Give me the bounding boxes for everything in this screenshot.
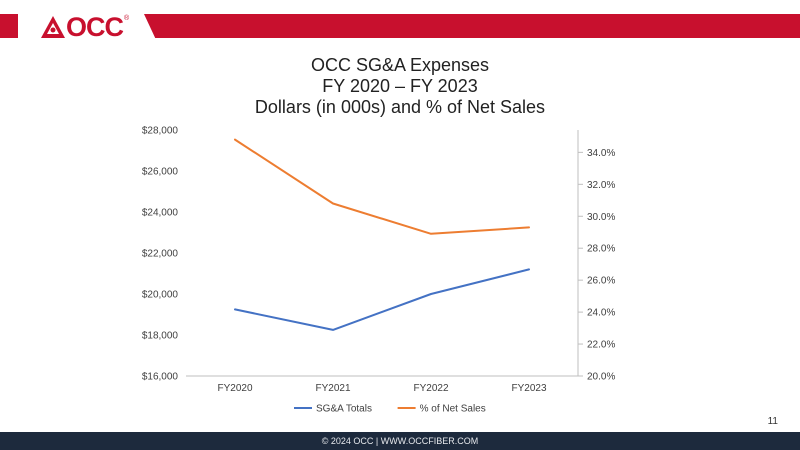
series-line-sg-a-totals	[234, 268, 530, 331]
triangle-logo-icon	[41, 16, 65, 38]
y-left-tick-label: $20,000	[142, 290, 179, 301]
chart-title: OCC SG&A Expenses FY 2020 – FY 2023 Doll…	[0, 55, 800, 118]
y-right-tick-label: 34.0%	[587, 148, 615, 159]
occ-logo: OCC ®	[40, 12, 129, 42]
y-right-tick-label: 22.0%	[587, 340, 615, 351]
y-right-tick-label: 32.0%	[587, 180, 615, 191]
y-right-tick-label: 26.0%	[587, 276, 615, 287]
y-left-tick-label: $26,000	[142, 167, 179, 178]
chart-title-line-3: Dollars (in 000s) and % of Net Sales	[254, 97, 546, 117]
chart-title-line-2: FY 2020 – FY 2023	[322, 76, 478, 96]
y-right-tick-label: 30.0%	[587, 212, 615, 223]
x-tick-label: FY2020	[217, 383, 252, 394]
logo-text: OCC	[66, 12, 124, 42]
legend-label: % of Net Sales	[420, 404, 486, 415]
x-tick-label: FY2022	[413, 383, 448, 394]
y-right-tick-label: 20.0%	[587, 372, 615, 383]
y-left-tick-label: $16,000	[142, 372, 179, 383]
legend-label: SG&A Totals	[316, 404, 372, 415]
y-left-tick-label: $22,000	[142, 249, 179, 260]
page-number: 11	[767, 416, 778, 427]
y-left-tick-label: $18,000	[142, 331, 179, 342]
footer-bar: © 2024 OCC | WWW.OCCFIBER.COM	[0, 432, 800, 450]
y-left-tick-label: $24,000	[142, 208, 179, 219]
y-right-tick-label: 28.0%	[587, 244, 615, 255]
footer-text: © 2024 OCC | WWW.OCCFIBER.COM	[321, 436, 479, 446]
chart-title-line-1: OCC SG&A Expenses	[310, 55, 490, 75]
x-tick-label: FY2023	[511, 383, 546, 394]
y-right-tick-label: 24.0%	[587, 308, 615, 319]
y-left-tick-label: $28,000	[142, 126, 179, 137]
registered-mark: ®	[124, 14, 130, 22]
series-line--of-net-sales	[234, 138, 530, 235]
x-tick-label: FY2021	[315, 383, 350, 394]
